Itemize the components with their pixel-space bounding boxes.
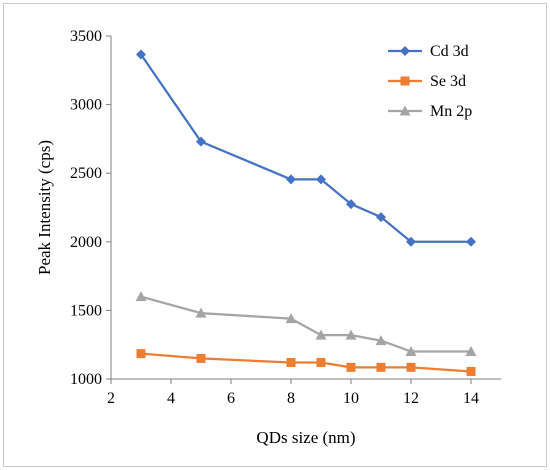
x-axis-title: QDs size (nm) [256,428,355,447]
legend-marker [399,105,411,116]
data-point-se-3d [136,349,146,359]
x-tick-label: 4 [167,390,175,407]
chart-frame: 1000 1500 2000 2500 3000 3500 2 4 6 8 10 12 14 Cd 3d… [3,3,547,467]
y-tick-label: 2000 [70,234,102,251]
axes: 1000 1500 2000 2500 3000 3500 2 4 6 8 10 12 14 [70,28,501,407]
data-point-mn-2p [285,313,297,324]
data-point-se-3d [316,358,326,368]
data-point-se-3d [406,362,416,372]
data-point-mn-2p [375,335,387,346]
data-point-cd-3d [466,236,476,247]
series-line-se-3d [140,352,472,373]
series-line-mn-2p [140,295,471,353]
data-point-se-3d [376,362,386,372]
y-tick-label: 1000 [70,371,102,388]
y-tick-label: 3000 [70,97,102,114]
data-point-mn-2p [195,307,207,318]
y-axis-title: Peak Intensity (cps) [35,140,54,275]
x-tick-label: 10 [343,390,359,407]
y-tick-label: 3500 [70,28,102,45]
x-tick-label: 14 [463,390,479,407]
series-line-cd-3d [140,53,471,243]
data-point-se-3d [466,366,476,376]
series-cd-3d [136,49,476,247]
series-layer [135,49,477,376]
data-point-se-3d [196,353,206,363]
data-point-cd-3d [286,174,296,185]
legend-entry-mn-2p: Mn 2p [388,103,472,120]
legend-marker [400,46,410,56]
series-mn-2p [135,291,477,357]
data-point-cd-3d [136,49,146,60]
legend-marker [400,76,410,86]
series-se-3d [136,349,476,376]
legend: Cd 3d Se 3d Mn 2p [388,43,472,120]
legend-label: Se 3d [430,73,466,90]
data-point-mn-2p [465,346,477,357]
x-tick-label: 2 [107,390,115,407]
x-tick-label: 12 [403,390,419,407]
legend-entry-se-3d: Se 3d [388,73,466,90]
data-point-cd-3d [316,174,326,185]
line-chart: 1000 1500 2000 2500 3000 3500 2 4 6 8 10 12 14 Cd 3d… [35,28,501,447]
x-tick-label: 6 [227,390,235,407]
data-point-mn-2p [315,329,327,340]
legend-label: Cd 3d [430,43,469,60]
data-point-cd-3d [196,136,206,147]
data-point-cd-3d [376,212,386,223]
y-tick-label: 2500 [70,165,102,182]
data-point-se-3d [346,362,356,372]
x-tick-label: 8 [287,390,295,407]
data-point-mn-2p [135,291,147,302]
data-point-mn-2p [345,329,357,340]
data-point-se-3d [286,358,296,368]
data-point-mn-2p [405,346,417,357]
legend-label: Mn 2p [430,103,472,120]
data-point-cd-3d [406,236,416,247]
legend-entry-cd-3d: Cd 3d [388,43,469,60]
y-tick-label: 1500 [70,302,102,319]
data-point-cd-3d [346,199,356,210]
